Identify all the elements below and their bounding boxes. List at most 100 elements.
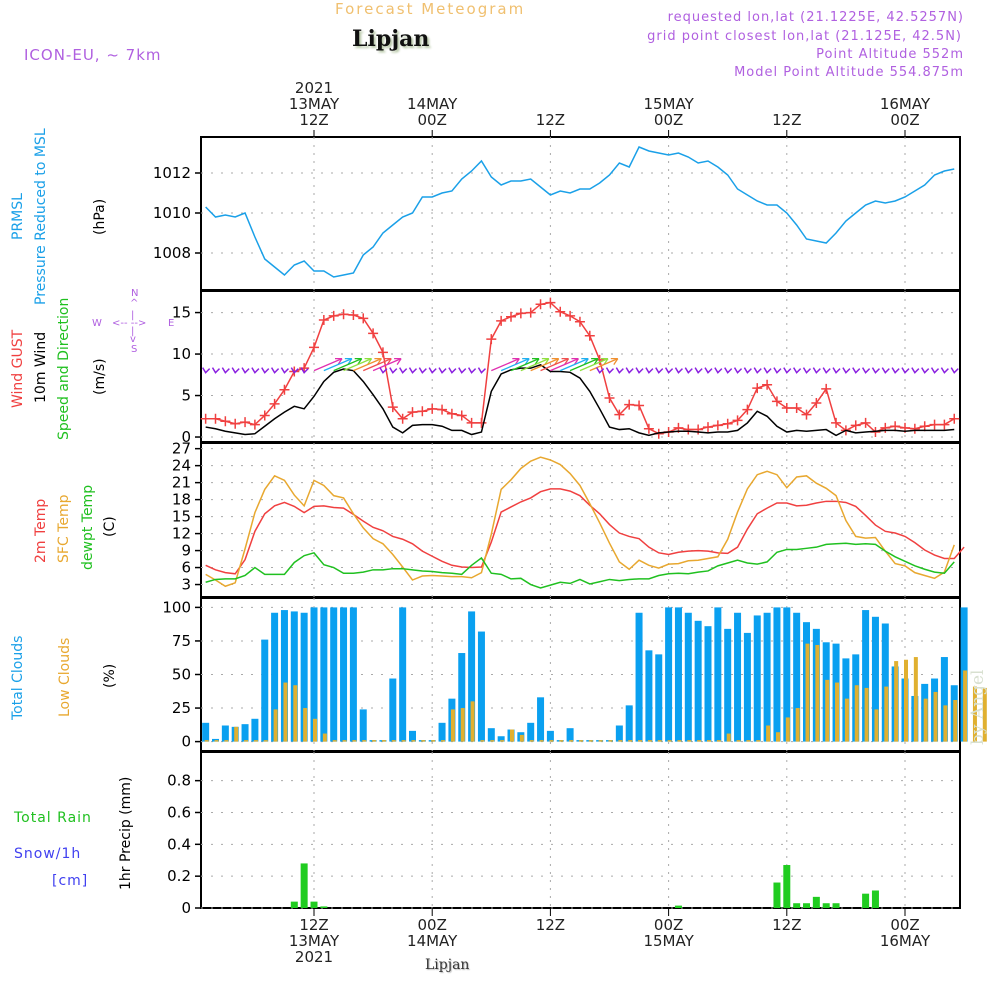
- bar-primary: [625, 705, 633, 742]
- compass-north: N: [131, 288, 139, 299]
- bar-primary: [389, 678, 397, 742]
- series-line-10m-wind: [205, 364, 955, 437]
- gust-marker: [584, 330, 595, 341]
- gust-marker: [703, 422, 713, 433]
- bar-primary: [546, 730, 554, 742]
- panel-4: 0 0.2 0.4 0.6 0.8: [167, 751, 961, 917]
- gust-marker: [249, 419, 260, 430]
- requested-coords: requested lon,lat (21.1225E, 42.5257N): [667, 10, 964, 25]
- bar-secondary: [253, 740, 258, 742]
- bar-primary: [300, 863, 308, 908]
- bar-primary: [665, 607, 673, 742]
- wind-direction-icon: [881, 367, 890, 374]
- bar-secondary: [638, 740, 643, 742]
- y-tick-label: 50: [172, 666, 191, 684]
- bar-secondary: [923, 698, 928, 742]
- bar-secondary: [460, 708, 465, 742]
- gust-marker: [860, 417, 871, 428]
- x-axis-bottom-label: 13MAY: [288, 932, 340, 950]
- wind-arrowhead-icon: [394, 357, 402, 366]
- x-axis-bottom-label: 16MAY: [879, 932, 931, 950]
- bar-primary: [310, 901, 318, 908]
- gust-marker: [200, 413, 211, 424]
- panel-3: 0 25 50 75 100: [162, 597, 987, 752]
- bar-primary: [674, 905, 682, 908]
- bar-secondary: [539, 740, 544, 742]
- bar-secondary: [736, 740, 741, 742]
- wind-arrow-icon: [313, 358, 343, 372]
- wind-direction-icon: [852, 367, 861, 374]
- bar-secondary: [578, 740, 583, 742]
- bar-secondary: [313, 718, 317, 742]
- y-tick-label: 12: [172, 525, 191, 543]
- y-tick-label: 21: [172, 474, 191, 492]
- wind-direction-icon: [438, 367, 447, 374]
- bar-secondary: [775, 732, 780, 742]
- wind-compass-icon: N ^ W <-- --> | | v E S: [92, 288, 175, 355]
- bar-primary: [340, 607, 348, 742]
- wind-direction-icon: [261, 367, 270, 374]
- wind-direction-icon: [842, 367, 851, 374]
- bar-secondary: [628, 740, 633, 742]
- x-axis-top-label: 12Z: [535, 111, 566, 129]
- bar-secondary: [322, 733, 327, 742]
- bar-secondary: [667, 740, 672, 742]
- bar-secondary: [884, 686, 889, 742]
- bar-secondary: [244, 740, 249, 742]
- bar-secondary: [263, 740, 268, 742]
- bar-primary: [271, 612, 279, 742]
- wind-arrow-icon: [569, 358, 599, 372]
- wind-direction-icon: [714, 367, 723, 374]
- gust-marker: [762, 379, 773, 390]
- bar-secondary: [204, 740, 209, 742]
- gust-marker: [506, 311, 516, 322]
- gust-marker: [476, 417, 487, 428]
- wind-arrow-icon: [500, 358, 530, 372]
- wind-direction-icon: [241, 367, 250, 374]
- bar-primary: [783, 607, 791, 742]
- bar-primary: [871, 616, 879, 742]
- x-axis-bottom-label: 00Z: [890, 916, 920, 934]
- wind-direction-icon: [911, 367, 920, 374]
- wind-direction-icon: [921, 367, 930, 374]
- bar-secondary: [943, 705, 948, 742]
- bar-secondary: [480, 740, 485, 742]
- gust-marker: [545, 297, 556, 308]
- bar-primary: [645, 650, 653, 742]
- gust-marker: [919, 421, 930, 432]
- bar-primary: [468, 611, 476, 742]
- x-axis-top-label: 16MAY: [879, 95, 931, 113]
- wind-direction-icon: [783, 367, 792, 374]
- y-tick-label: 6: [181, 559, 191, 577]
- wind-direction-icon: [763, 367, 772, 374]
- wind-direction-icon: [793, 367, 802, 374]
- y-tick-label: 0: [181, 428, 191, 446]
- gust-marker: [437, 404, 448, 415]
- y-tick-label: 1012: [153, 164, 191, 182]
- gust-marker: [831, 417, 842, 428]
- wind-direction-icon: [832, 367, 841, 374]
- bar-secondary: [490, 740, 495, 742]
- y-tick-label: 0: [181, 899, 191, 917]
- bar-primary: [793, 903, 801, 908]
- gust-marker: [535, 299, 546, 310]
- bar-secondary: [697, 740, 702, 742]
- bar-secondary: [411, 740, 416, 742]
- wind-direction-icon: [891, 367, 900, 374]
- bar-primary: [763, 612, 771, 742]
- bar-primary: [635, 612, 643, 742]
- bar-primary: [862, 893, 870, 908]
- gust-marker: [890, 421, 901, 432]
- bar-secondary: [529, 740, 534, 742]
- bar-secondary: [470, 701, 475, 742]
- bar-primary: [655, 654, 663, 742]
- x-axis-top-label: 12Z: [772, 111, 802, 129]
- wind-arrow-icon: [353, 358, 382, 372]
- bar-secondary: [500, 740, 505, 742]
- wind-direction-icon: [635, 367, 644, 374]
- bar-primary: [251, 718, 259, 742]
- gust-marker: [368, 328, 379, 339]
- y-tick-label: 5: [181, 387, 191, 405]
